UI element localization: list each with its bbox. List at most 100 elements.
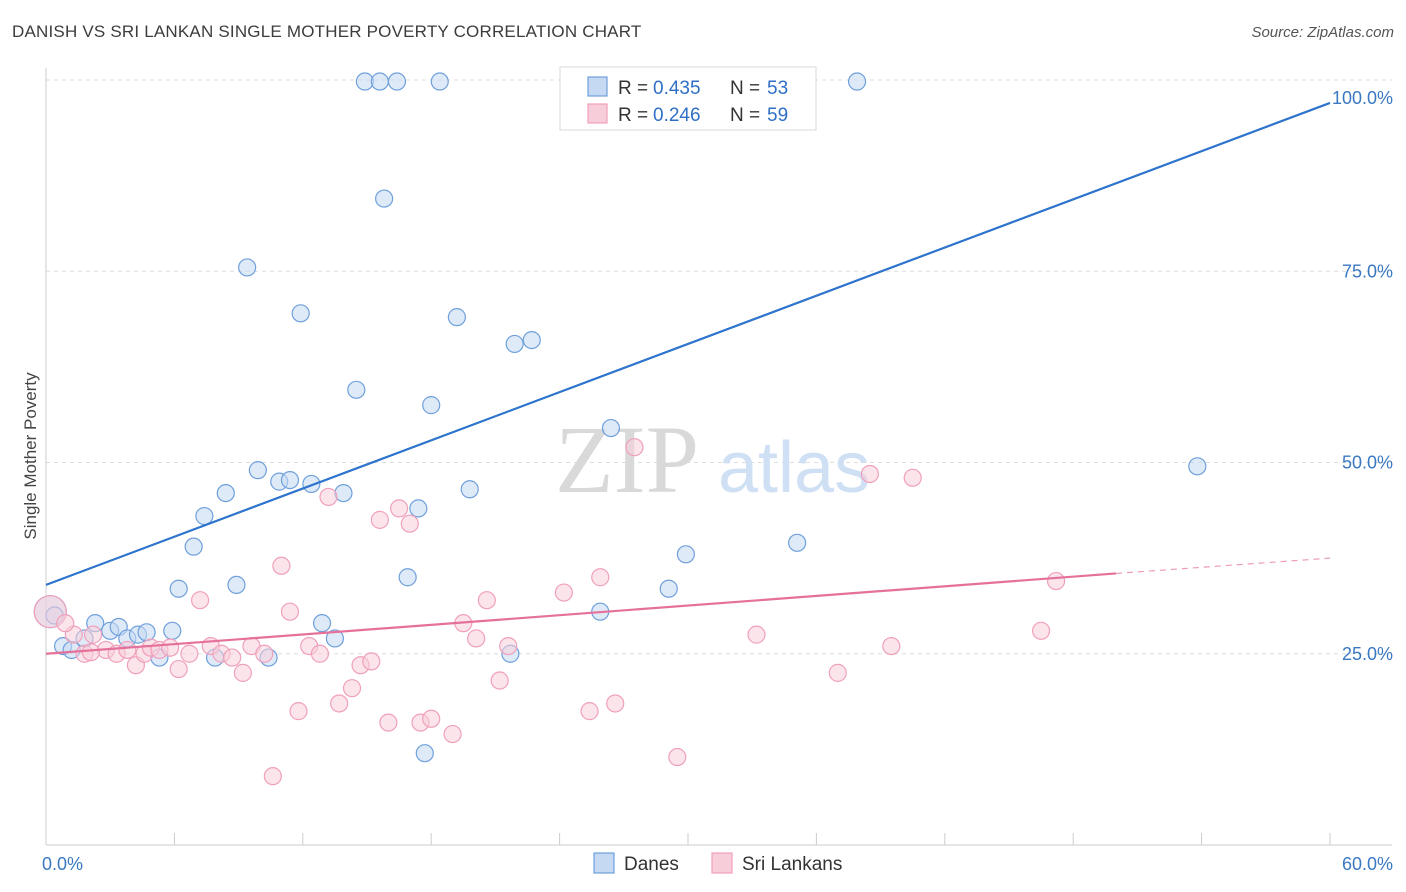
chart-title: DANISH VS SRI LANKAN SINGLE MOTHER POVER… — [12, 22, 642, 41]
watermark-atlas: atlas — [718, 428, 870, 508]
y-axis-label: Single Mother Poverty — [21, 372, 40, 540]
sri-lankans-point — [390, 499, 409, 518]
x-tick-label: 60.0% — [1342, 854, 1393, 874]
sri-lankans-trend-line — [45, 572, 1117, 655]
sri-lankans-point — [370, 510, 389, 529]
sri-lankans-point — [56, 614, 75, 633]
legend-swatch — [587, 103, 608, 124]
sri-lankans-point — [606, 694, 625, 713]
bottom-legend-swatch — [593, 852, 615, 874]
data-points — [33, 72, 1207, 786]
source-label: Source: ZipAtlas.com — [1251, 24, 1394, 41]
y-tick-label: 75.0% — [1342, 261, 1393, 281]
danes-point — [847, 72, 867, 91]
danes-point — [387, 72, 407, 91]
sri-lankans-point — [554, 583, 573, 602]
legend-r-value: 0.246 — [653, 105, 701, 126]
danes-point — [137, 623, 156, 642]
sri-lankans-point — [233, 663, 252, 682]
bottom-legend-label: Sri Lankans — [742, 854, 842, 875]
sri-lankans-point — [1031, 621, 1051, 640]
legend-r-value: 0.435 — [653, 78, 701, 99]
danes-point — [1188, 457, 1207, 476]
legend-r-label: R = — [618, 78, 648, 99]
danes-point — [312, 614, 332, 633]
sri-lankans-point — [747, 625, 766, 644]
bottom-legend-label: Danes — [624, 854, 679, 875]
sri-lankans-point — [190, 591, 210, 610]
sri-lankans-point — [272, 556, 291, 575]
y-tick-label: 100.0% — [1332, 88, 1393, 108]
danes-point — [216, 484, 235, 503]
sri-lankans-point — [882, 636, 901, 656]
danes-point — [422, 396, 441, 415]
y-tick-label: 25.0% — [1342, 644, 1393, 664]
sri-lankans-point — [280, 602, 300, 621]
danes-point — [601, 418, 621, 438]
sri-lankans-point — [342, 679, 362, 698]
danes-point — [460, 480, 479, 499]
danes-point — [409, 499, 428, 518]
sri-lankans-point — [169, 659, 188, 679]
danes-point — [347, 380, 366, 399]
legend-n-label: N = — [730, 78, 760, 99]
sri-lankans-point — [180, 644, 199, 663]
sri-lankans-point — [161, 638, 180, 657]
legend-n-value: 53 — [767, 78, 788, 99]
danes-point — [375, 189, 394, 208]
sri-lankans-point — [379, 713, 398, 732]
legend: R = 0.435 N = 53 R = 0.246 N = 59 — [559, 66, 817, 131]
sri-lankans-point — [118, 640, 137, 660]
x-tick-label: 0.0% — [42, 854, 83, 874]
danes-point — [280, 470, 300, 490]
danes-point — [169, 579, 188, 598]
sri-lankans-point — [422, 709, 441, 728]
watermark: ZIP atlas — [555, 406, 870, 513]
sri-lankans-point — [591, 568, 610, 587]
sri-lankans-point — [81, 643, 101, 662]
sri-lankans-point — [490, 671, 509, 690]
grid-lines — [46, 79, 1392, 655]
legend-swatch — [587, 76, 608, 97]
watermark-zip: ZIP — [555, 406, 699, 513]
danes-point — [163, 621, 182, 640]
danes-point — [676, 545, 695, 564]
sri-lankans-point — [580, 702, 599, 721]
danes-point — [430, 72, 449, 91]
danes-point — [788, 533, 807, 552]
sri-lankans-point — [400, 514, 419, 533]
sri-lankans-point — [362, 652, 381, 671]
legend-r-label: R = — [618, 105, 648, 126]
danes-point — [522, 331, 541, 350]
sri-lankans-point — [443, 724, 462, 744]
sri-lankans-point — [263, 767, 282, 786]
y-tick-label: 50.0% — [1342, 453, 1393, 473]
danes-trend-line — [45, 101, 1331, 586]
danes-point — [227, 575, 246, 595]
sri-lankans-point — [310, 644, 330, 663]
sri-lankans-point — [83, 625, 103, 644]
danes-point — [248, 461, 267, 480]
sri-lankans-point — [467, 629, 486, 648]
legend-n-value: 59 — [767, 105, 788, 126]
sri-lankans-point — [319, 487, 338, 507]
axes — [45, 68, 1392, 846]
sri-lankans-point — [625, 438, 644, 457]
sri-lankans-point — [330, 694, 349, 713]
danes-point — [302, 474, 321, 494]
y-tick-labels: 100.0% 75.0% 50.0% 25.0% — [1332, 88, 1393, 664]
danes-point — [415, 744, 434, 763]
sri-lankans-point — [668, 747, 687, 767]
bottom-legend-swatch — [711, 852, 733, 874]
x-tick-labels: 0.0% 60.0% — [42, 854, 1393, 874]
sri-lankans-point — [223, 648, 242, 667]
danes-point — [195, 506, 214, 526]
trend-lines — [45, 101, 1331, 655]
danes-point — [370, 72, 389, 91]
sri-lankans-trend-extension — [1115, 557, 1331, 575]
sri-lankans-point — [903, 468, 922, 487]
sri-lankans-point — [860, 464, 880, 484]
danes-point — [325, 629, 344, 648]
sri-lankans-point — [255, 644, 274, 663]
